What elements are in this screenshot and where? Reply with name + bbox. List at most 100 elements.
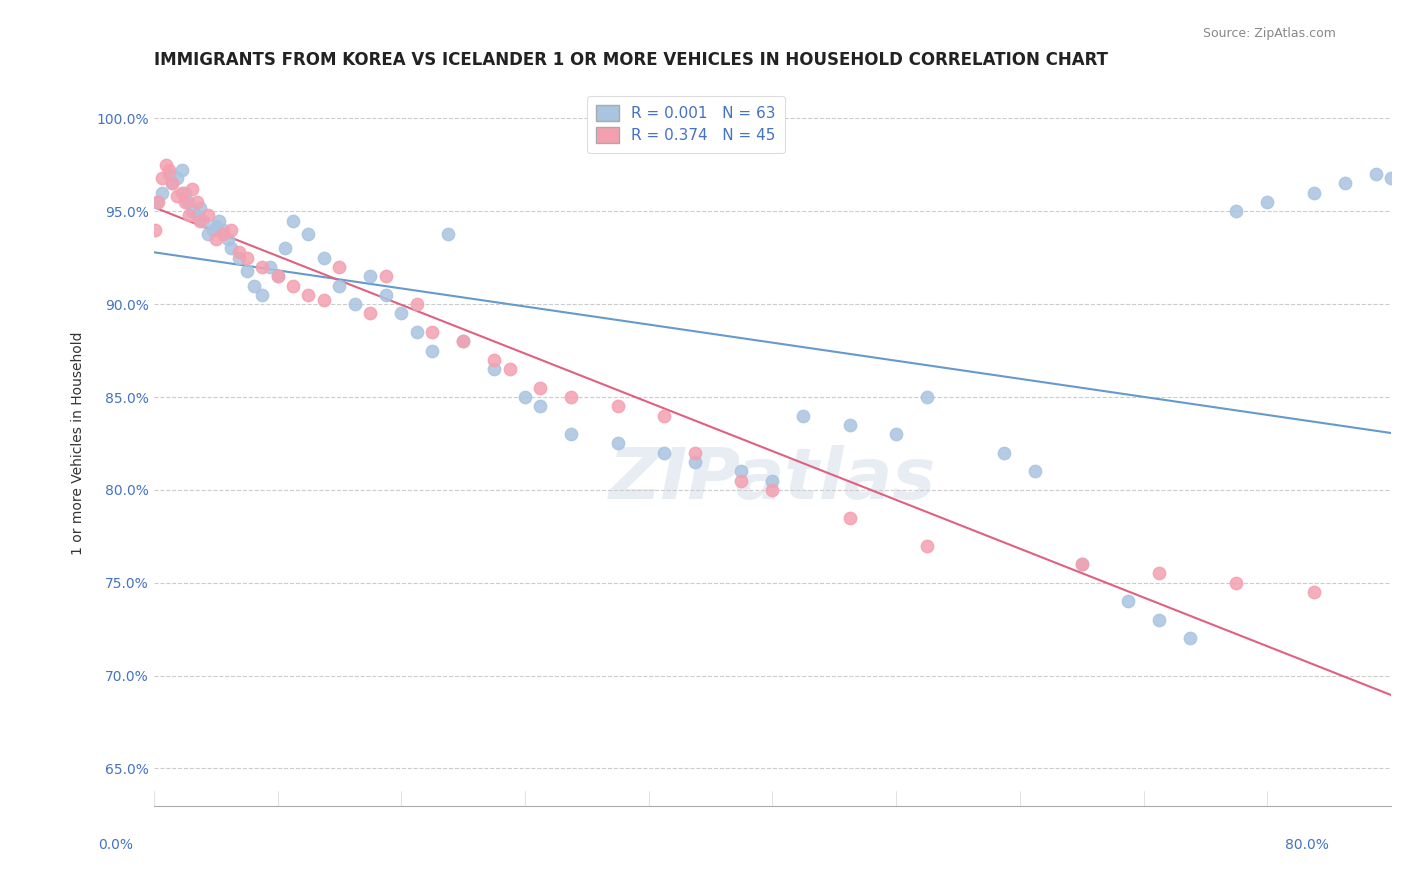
- Point: [212, 227, 235, 241]
- Text: IMMIGRANTS FROM KOREA VS ICELANDER 1 OR MORE VEHICLES IN HOUSEHOLD CORRELATION C: IMMIGRANTS FROM KOREA VS ICELANDER 1 OR …: [153, 51, 1108, 69]
- Point: [1070, 558, 1092, 572]
- Text: 0.0%: 0.0%: [98, 838, 134, 853]
- Point: [374, 288, 396, 302]
- Point: [482, 352, 505, 367]
- Point: [188, 201, 211, 215]
- Point: [838, 417, 860, 432]
- Point: [1302, 585, 1324, 599]
- Point: [266, 269, 288, 284]
- Point: [343, 297, 366, 311]
- Point: [420, 343, 443, 358]
- Point: [228, 251, 250, 265]
- Point: [606, 400, 628, 414]
- Point: [162, 177, 184, 191]
- Point: [683, 455, 706, 469]
- Point: [193, 213, 215, 227]
- Point: [915, 539, 938, 553]
- Point: [405, 325, 427, 339]
- Point: [606, 436, 628, 450]
- Point: [157, 167, 180, 181]
- Point: [173, 186, 195, 200]
- Y-axis label: 1 or more Vehicles in Household: 1 or more Vehicles in Household: [72, 332, 86, 555]
- Point: [1147, 613, 1170, 627]
- Text: ZIPatlas: ZIPatlas: [609, 445, 936, 514]
- Point: [177, 195, 200, 210]
- Point: [297, 288, 319, 302]
- Point: [838, 510, 860, 524]
- Point: [761, 474, 783, 488]
- Point: [1302, 186, 1324, 200]
- Point: [186, 208, 208, 222]
- Point: [204, 219, 226, 234]
- Point: [250, 288, 273, 302]
- Point: [166, 189, 188, 203]
- Point: [281, 213, 304, 227]
- Point: [328, 278, 350, 293]
- Point: [359, 306, 381, 320]
- Point: [188, 213, 211, 227]
- Point: [181, 204, 204, 219]
- Point: [761, 483, 783, 497]
- Point: [150, 186, 173, 200]
- Point: [389, 306, 412, 320]
- Point: [451, 334, 474, 349]
- Point: [259, 260, 281, 274]
- Point: [212, 223, 235, 237]
- Point: [359, 269, 381, 284]
- Point: [683, 446, 706, 460]
- Point: [792, 409, 814, 423]
- Point: [170, 186, 193, 200]
- Point: [1256, 195, 1278, 210]
- Point: [1225, 575, 1247, 590]
- Point: [498, 362, 520, 376]
- Point: [228, 245, 250, 260]
- Point: [436, 227, 458, 241]
- Point: [197, 227, 219, 241]
- Point: [146, 195, 169, 210]
- Point: [312, 251, 335, 265]
- Point: [148, 195, 170, 210]
- Point: [217, 232, 239, 246]
- Point: [281, 278, 304, 293]
- Point: [993, 446, 1015, 460]
- Point: [155, 158, 177, 172]
- Point: [208, 213, 231, 227]
- Point: [529, 400, 551, 414]
- Point: [181, 182, 204, 196]
- Point: [1225, 204, 1247, 219]
- Point: [1070, 558, 1092, 572]
- Point: [297, 227, 319, 241]
- Point: [162, 177, 184, 191]
- Point: [157, 163, 180, 178]
- Point: [1178, 632, 1201, 646]
- Point: [1024, 464, 1046, 478]
- Point: [405, 297, 427, 311]
- Point: [884, 427, 907, 442]
- Point: [173, 195, 195, 210]
- Point: [250, 260, 273, 274]
- Point: [186, 195, 208, 210]
- Point: [560, 390, 582, 404]
- Point: [420, 325, 443, 339]
- Point: [204, 232, 226, 246]
- Point: [1364, 167, 1386, 181]
- Point: [150, 170, 173, 185]
- Point: [145, 223, 167, 237]
- Text: Source: ZipAtlas.com: Source: ZipAtlas.com: [1202, 27, 1336, 40]
- Point: [652, 446, 675, 460]
- Point: [235, 251, 257, 265]
- Point: [730, 464, 752, 478]
- Point: [235, 264, 257, 278]
- Point: [219, 223, 242, 237]
- Point: [328, 260, 350, 274]
- Point: [1333, 177, 1355, 191]
- Legend: R = 0.001   N = 63, R = 0.374   N = 45: R = 0.001 N = 63, R = 0.374 N = 45: [586, 96, 785, 153]
- Point: [513, 390, 536, 404]
- Point: [652, 409, 675, 423]
- Point: [1147, 566, 1170, 581]
- Point: [529, 381, 551, 395]
- Text: 80.0%: 80.0%: [1285, 838, 1329, 853]
- Point: [219, 242, 242, 256]
- Point: [166, 170, 188, 185]
- Point: [197, 208, 219, 222]
